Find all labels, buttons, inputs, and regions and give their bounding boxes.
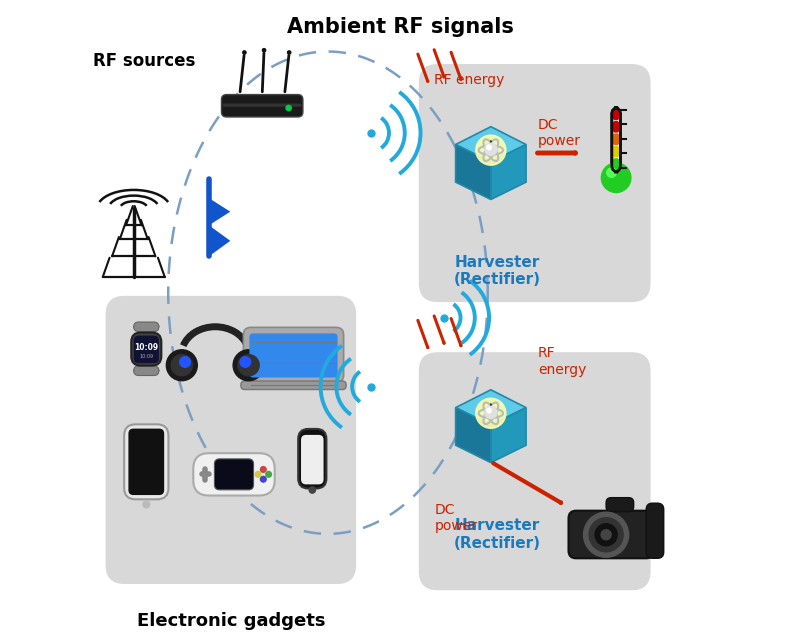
FancyBboxPatch shape bbox=[418, 64, 650, 302]
Text: Harvester
(Rectifier): Harvester (Rectifier) bbox=[454, 255, 541, 288]
Circle shape bbox=[166, 350, 198, 381]
Text: RF sources: RF sources bbox=[93, 52, 195, 70]
Circle shape bbox=[485, 143, 497, 156]
FancyBboxPatch shape bbox=[613, 133, 619, 145]
FancyBboxPatch shape bbox=[298, 429, 326, 488]
FancyBboxPatch shape bbox=[124, 424, 169, 499]
Text: DC
power: DC power bbox=[538, 118, 581, 148]
Circle shape bbox=[476, 135, 506, 165]
Circle shape bbox=[242, 51, 246, 54]
Circle shape bbox=[238, 354, 259, 376]
Circle shape bbox=[486, 145, 491, 150]
Text: Electronic gadgets: Electronic gadgets bbox=[137, 612, 325, 630]
Polygon shape bbox=[491, 408, 526, 463]
FancyBboxPatch shape bbox=[250, 333, 338, 377]
Circle shape bbox=[180, 357, 190, 367]
FancyBboxPatch shape bbox=[134, 335, 159, 363]
Text: Ambient RF signals: Ambient RF signals bbox=[286, 17, 514, 37]
FancyBboxPatch shape bbox=[241, 381, 346, 389]
Text: DC
power: DC power bbox=[434, 503, 478, 533]
Circle shape bbox=[261, 467, 266, 472]
FancyBboxPatch shape bbox=[613, 146, 619, 157]
Circle shape bbox=[287, 51, 291, 54]
Text: 10:09: 10:09 bbox=[134, 343, 158, 352]
FancyBboxPatch shape bbox=[214, 459, 254, 490]
FancyBboxPatch shape bbox=[613, 109, 619, 120]
FancyBboxPatch shape bbox=[243, 328, 344, 382]
FancyBboxPatch shape bbox=[418, 352, 650, 591]
Circle shape bbox=[476, 398, 506, 429]
FancyBboxPatch shape bbox=[222, 104, 302, 107]
FancyBboxPatch shape bbox=[134, 322, 159, 331]
Circle shape bbox=[233, 350, 264, 381]
Circle shape bbox=[601, 530, 611, 540]
Circle shape bbox=[583, 512, 629, 558]
Text: RF energy: RF energy bbox=[434, 72, 505, 87]
Circle shape bbox=[266, 472, 271, 478]
FancyBboxPatch shape bbox=[131, 333, 162, 366]
FancyBboxPatch shape bbox=[613, 158, 619, 170]
FancyBboxPatch shape bbox=[194, 453, 274, 495]
Circle shape bbox=[240, 357, 250, 367]
Circle shape bbox=[309, 487, 315, 493]
Circle shape bbox=[607, 168, 616, 177]
FancyBboxPatch shape bbox=[612, 108, 620, 172]
Circle shape bbox=[602, 163, 631, 192]
FancyBboxPatch shape bbox=[134, 366, 159, 375]
FancyBboxPatch shape bbox=[606, 498, 634, 512]
Polygon shape bbox=[491, 145, 526, 199]
FancyBboxPatch shape bbox=[222, 95, 303, 117]
FancyBboxPatch shape bbox=[569, 511, 654, 558]
Circle shape bbox=[171, 354, 192, 376]
Circle shape bbox=[286, 105, 291, 110]
Circle shape bbox=[143, 501, 150, 508]
FancyBboxPatch shape bbox=[613, 121, 619, 133]
Circle shape bbox=[485, 406, 497, 418]
Polygon shape bbox=[455, 126, 526, 162]
Circle shape bbox=[589, 518, 623, 552]
FancyBboxPatch shape bbox=[106, 296, 356, 584]
Circle shape bbox=[261, 476, 266, 482]
FancyBboxPatch shape bbox=[128, 429, 164, 495]
Circle shape bbox=[595, 524, 617, 545]
Polygon shape bbox=[209, 225, 230, 257]
Polygon shape bbox=[455, 390, 526, 425]
Polygon shape bbox=[455, 408, 491, 463]
FancyBboxPatch shape bbox=[646, 503, 664, 558]
Text: RF
energy: RF energy bbox=[538, 347, 586, 377]
FancyBboxPatch shape bbox=[301, 435, 323, 485]
Text: 10:09: 10:09 bbox=[139, 354, 154, 359]
Polygon shape bbox=[209, 198, 230, 225]
Circle shape bbox=[255, 472, 261, 478]
Circle shape bbox=[486, 408, 491, 413]
Text: Harvester
(Rectifier): Harvester (Rectifier) bbox=[454, 518, 541, 551]
Circle shape bbox=[262, 49, 266, 52]
Polygon shape bbox=[455, 145, 491, 199]
